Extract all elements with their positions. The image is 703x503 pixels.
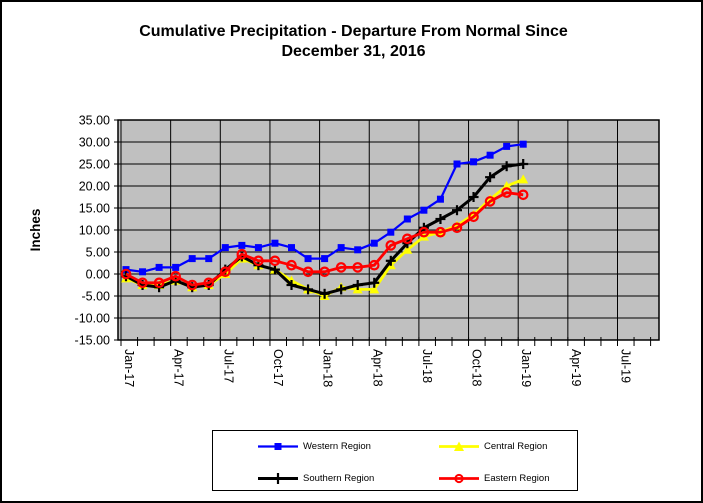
- marker-triangle: [501, 181, 512, 190]
- central-region-line-marker-icon: [439, 441, 479, 451]
- marker-circle: [286, 259, 297, 271]
- marker-square: [321, 255, 329, 263]
- marker-square: [503, 142, 511, 150]
- legend-label-eastern-region: Eastern Region: [484, 472, 550, 484]
- marker-circle: [435, 226, 446, 238]
- marker-square: [188, 255, 196, 263]
- legend-item-central-region: Central Region: [439, 439, 547, 453]
- marker-circle: [153, 277, 165, 289]
- chart-legend: Western Region Central Region Southern R…: [212, 430, 578, 491]
- marker-circle: [253, 255, 264, 267]
- x-tick-label: Jul-18: [420, 349, 434, 383]
- marker-circle: [335, 262, 347, 273]
- marker-circle: [186, 279, 198, 291]
- marker-square: [420, 206, 428, 214]
- marker-circle: [269, 255, 281, 267]
- marker-circle: [501, 187, 512, 198]
- marker-circle: [319, 266, 330, 278]
- marker-square: [221, 244, 229, 252]
- marker-square: [403, 215, 411, 223]
- x-tick-label: Apr-18: [370, 349, 384, 387]
- marker-circle: [517, 189, 529, 201]
- legend-item-southern-region: Southern Region: [258, 471, 374, 485]
- marker-circle: [137, 277, 148, 289]
- western-region-line-marker-icon: [258, 442, 298, 450]
- marker-circle: [468, 211, 479, 223]
- marker-circle: [170, 270, 181, 282]
- y-tick-label: 35.00: [79, 114, 110, 128]
- legend-label-western-region: Western Region: [303, 440, 371, 452]
- marker-square: [470, 158, 478, 166]
- marker-circle: [203, 277, 215, 289]
- x-tick-label: Jan-17: [122, 349, 136, 387]
- y-tick-label: 5.00: [86, 246, 110, 260]
- chart-title: Cumulative Precipitation - Departure Fro…: [2, 22, 701, 62]
- x-tick-label: Jan-19: [519, 349, 533, 387]
- marker-square: [354, 246, 362, 254]
- marker-circle: [402, 233, 413, 245]
- marker-triangle: [402, 244, 413, 254]
- y-tick-label: 25.00: [79, 158, 110, 172]
- marker-circle: [120, 268, 132, 280]
- marker-square: [205, 255, 213, 263]
- x-tick-label: Jul-19: [619, 349, 633, 383]
- marker-square: [453, 160, 461, 168]
- eastern-region-line-marker-icon: [439, 473, 479, 483]
- marker-square: [172, 263, 180, 271]
- marker-circle: [236, 248, 248, 260]
- marker-square: [254, 244, 262, 252]
- legend-label-central-region: Central Region: [484, 440, 548, 452]
- y-tick-label: 15.00: [79, 202, 110, 216]
- marker-circle: [451, 222, 463, 234]
- marker-triangle: [518, 174, 529, 184]
- plot-area-border: [117, 119, 660, 341]
- y-tick-label: -5.00: [82, 290, 111, 304]
- x-tick-label: Apr-17: [172, 349, 186, 387]
- marker-square: [486, 151, 494, 159]
- chart-title-line2: December 31, 2016: [281, 43, 426, 60]
- marker-square: [139, 268, 147, 276]
- southern-region-line-marker-icon: [258, 472, 298, 484]
- legend-item-eastern-region: Eastern Region: [439, 471, 549, 485]
- marker-square: [304, 255, 312, 263]
- marker-square: [337, 244, 345, 252]
- legend-item-western-region: Western Region: [258, 439, 371, 453]
- x-tick-label: Apr-19: [569, 349, 583, 387]
- marker-circle: [352, 262, 363, 273]
- series-line-3: [125, 191, 524, 287]
- x-tick-label: Jan-18: [321, 349, 335, 387]
- y-tick-label: 10.00: [79, 224, 110, 238]
- marker-circle: [385, 240, 397, 251]
- marker-square: [238, 241, 246, 249]
- marker-circle: [484, 196, 496, 207]
- marker-square: [155, 263, 163, 271]
- y-tick-label: 0.00: [86, 268, 110, 282]
- marker-circle: [368, 259, 380, 271]
- marker-triangle: [369, 284, 380, 294]
- marker-circle: [220, 266, 231, 278]
- y-tick-label: 20.00: [79, 180, 110, 194]
- marker-square: [387, 228, 395, 236]
- marker-square: [271, 239, 279, 247]
- marker-circle: [302, 266, 314, 278]
- marker-circle: [418, 226, 430, 238]
- y-tick-label: -10.00: [75, 312, 110, 326]
- x-tick-label: Oct-17: [271, 349, 285, 387]
- marker-square: [436, 195, 444, 203]
- legend-label-southern-region: Southern Region: [303, 472, 375, 484]
- marker-square: [519, 140, 527, 148]
- chart-title-line1: Cumulative Precipitation - Departure Fro…: [139, 23, 568, 40]
- marker-square: [288, 244, 295, 252]
- x-tick-label: Jul-17: [221, 349, 235, 383]
- y-axis-title: Inches: [28, 209, 43, 252]
- y-tick-label: -15.00: [75, 334, 110, 348]
- marker-square: [370, 239, 378, 247]
- y-tick-label: 30.00: [79, 136, 110, 150]
- x-tick-label: Oct-18: [470, 349, 484, 387]
